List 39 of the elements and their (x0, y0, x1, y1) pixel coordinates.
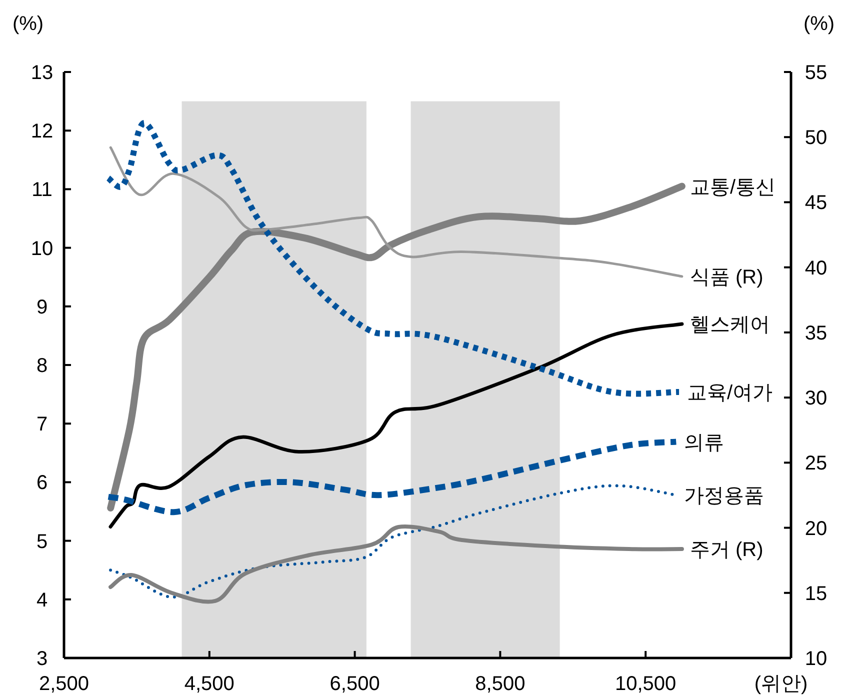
y-tick-label: 12 (30, 120, 54, 143)
y-tick-label: 9 (36, 296, 48, 318)
x-axis-title: (위안) (754, 673, 808, 695)
series-label: 가정용품 (684, 485, 764, 508)
series-label: 헬스케어 (690, 314, 770, 336)
x-tick-label: 10,500 (615, 673, 676, 695)
y-axis-title: (%) (12, 13, 44, 35)
y2-tick-label: 25 (804, 452, 828, 475)
x-tick-label: 2,500 (38, 673, 90, 695)
y-tick-label: 3 (36, 648, 48, 670)
y2-tick-label: 45 (804, 192, 828, 214)
y2-tick-label: 55 (804, 62, 828, 84)
y2-tick-label: 50 (804, 127, 828, 150)
y-tick-label: 11 (32, 179, 52, 202)
x-tick-label: 6,500 (330, 673, 380, 695)
series-label: 식품 (R) (690, 266, 764, 288)
line-series (108, 524, 684, 604)
line-series (108, 322, 684, 528)
y-tick-label: 7 (36, 414, 48, 436)
y2-tick-label: 40 (804, 257, 828, 280)
series-label: 교통/통신 (690, 176, 776, 198)
y-tick-label: 13 (30, 62, 54, 84)
y-tick-label: 4 (36, 589, 48, 612)
series-label: 주거 (R) (690, 539, 764, 562)
y-tick-label: 8 (36, 355, 48, 377)
y-tick-label: 10 (30, 238, 54, 260)
y-tick-label: 5 (36, 530, 48, 553)
y2-axis-title: (%) (803, 13, 835, 35)
y2-tick-label: 10 (804, 648, 828, 670)
x-tick-label: 4,500 (184, 673, 234, 695)
y-tick-label: 6 (36, 472, 48, 494)
y2-tick-label: 20 (804, 518, 828, 540)
series-label: 의류 (684, 432, 724, 454)
x-tick-label: 8,500 (475, 673, 526, 695)
y2-tick-label: 35 (804, 322, 828, 344)
y2-tick-label: 15 (804, 582, 828, 605)
line-series (109, 146, 684, 278)
y2-tick-label: 30 (804, 388, 828, 410)
series-label: 교육/여가 (687, 382, 773, 404)
